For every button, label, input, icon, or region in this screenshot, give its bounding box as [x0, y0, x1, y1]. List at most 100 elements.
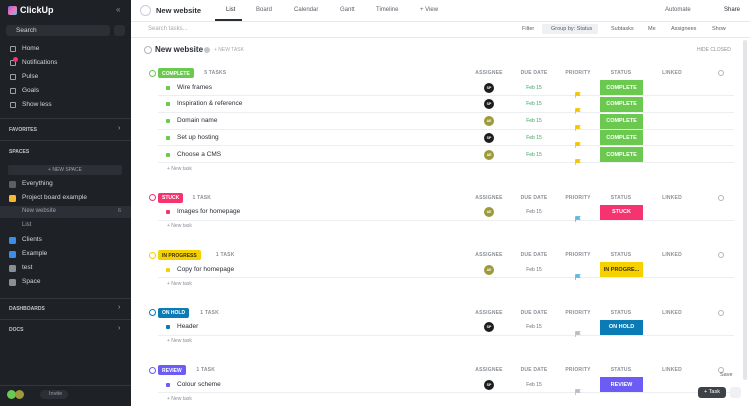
- add-task-link[interactable]: + New task: [167, 338, 192, 345]
- add-column[interactable]: [718, 309, 724, 316]
- task-name[interactable]: Domain name: [177, 117, 218, 125]
- nav-item[interactable]: Show less: [22, 101, 52, 108]
- add-task-link[interactable]: + New task: [167, 280, 192, 287]
- invite-button[interactable]: [40, 390, 68, 399]
- due-date[interactable]: Feb 15: [526, 84, 542, 91]
- column-header[interactable]: PRIORITY: [565, 367, 591, 374]
- status-label[interactable]: COMPLETE: [606, 134, 637, 141]
- status-label[interactable]: COMPLETE: [606, 151, 637, 158]
- status-cell[interactable]: [600, 130, 643, 146]
- column-header[interactable]: ASSIGNEE: [475, 367, 503, 374]
- section-label[interactable]: SPACES: [9, 149, 30, 155]
- due-date[interactable]: Feb 15: [526, 266, 542, 273]
- assignee-avatar[interactable]: SP: [484, 82, 494, 93]
- status-cell[interactable]: [600, 147, 643, 163]
- subtasks-button[interactable]: Subtasks: [611, 26, 634, 32]
- add-column[interactable]: [718, 367, 724, 374]
- apps-button[interactable]: [730, 387, 741, 398]
- due-date[interactable]: Feb 15: [526, 151, 542, 158]
- status-label[interactable]: REVIEW: [610, 381, 633, 388]
- task-row[interactable]: [158, 96, 734, 113]
- add-column[interactable]: [718, 252, 724, 259]
- space-item[interactable]: Clients: [22, 236, 42, 243]
- column-header[interactable]: ASSIGNEE: [475, 252, 503, 259]
- column-header[interactable]: STATUS: [610, 70, 632, 76]
- nav-item[interactable]: Notifications: [22, 59, 58, 66]
- column-header[interactable]: DUE DATE: [520, 309, 548, 316]
- assignee-avatar[interactable]: AE: [484, 149, 494, 160]
- group-by-button[interactable]: Group by: Status: [551, 26, 593, 32]
- task-name[interactable]: Wire frames: [177, 83, 213, 91]
- task-fab-label[interactable]: + Task: [704, 389, 720, 395]
- task-search[interactable]: Search tasks...: [148, 26, 188, 32]
- nav-item[interactable]: Pulse: [22, 73, 39, 80]
- group-toggle[interactable]: [149, 366, 156, 374]
- status-label[interactable]: COMPLETE: [606, 118, 637, 125]
- task-name[interactable]: Choose a CMS: [177, 150, 222, 158]
- space-item[interactable]: Space: [22, 278, 41, 285]
- status-label[interactable]: STUCK: [612, 209, 631, 216]
- column-header[interactable]: DUE DATE: [520, 252, 548, 259]
- nav-item[interactable]: Home: [22, 45, 40, 52]
- space-item[interactable]: Example: [22, 250, 48, 257]
- group-toggle[interactable]: [149, 194, 156, 202]
- avatar[interactable]: [7, 390, 16, 399]
- status-cell[interactable]: [600, 204, 643, 220]
- due-date[interactable]: Feb 15: [526, 101, 542, 108]
- column-header[interactable]: DUE DATE: [520, 367, 548, 374]
- task-name[interactable]: Copy for homepage: [177, 265, 235, 273]
- search-label[interactable]: Search: [16, 27, 37, 34]
- column-header[interactable]: STATUS: [610, 194, 632, 201]
- task-name[interactable]: Set up hosting: [177, 133, 219, 141]
- assignee-avatar[interactable]: SP: [484, 99, 494, 110]
- space-item[interactable]: New website: [22, 208, 57, 214]
- view-tab[interactable]: Gantt: [340, 7, 355, 13]
- column-header[interactable]: PRIORITY: [565, 194, 591, 201]
- status-label[interactable]: COMPLETE: [606, 101, 637, 108]
- task-name[interactable]: Inspiration & reference: [177, 100, 243, 108]
- column-header[interactable]: STATUS: [610, 367, 632, 374]
- group-toggle[interactable]: [149, 309, 156, 317]
- task-name[interactable]: Images for homepage: [177, 208, 241, 216]
- section-label[interactable]: DASHBOARDS: [9, 306, 45, 312]
- status-cell[interactable]: [600, 377, 643, 393]
- invite-label[interactable]: Invite: [49, 391, 63, 397]
- add-task-link[interactable]: + New task: [167, 165, 192, 172]
- status-label[interactable]: COMPLETE: [606, 84, 637, 91]
- assignee-avatar[interactable]: SP: [484, 322, 494, 333]
- due-date[interactable]: Feb 15: [526, 118, 542, 125]
- task-row[interactable]: [158, 80, 734, 96]
- save-label[interactable]: Save: [720, 372, 733, 378]
- column-header[interactable]: ASSIGNEE: [475, 309, 503, 316]
- section-label[interactable]: DOCS: [9, 327, 24, 333]
- nav-item[interactable]: Goals: [22, 87, 39, 94]
- space-item[interactable]: Project board example: [22, 194, 88, 201]
- add-task-link[interactable]: + New task: [167, 223, 192, 230]
- task-row[interactable]: [158, 262, 734, 279]
- hide-closed-button[interactable]: HIDE CLOSED: [697, 47, 731, 53]
- column-header[interactable]: PRIORITY: [565, 309, 591, 316]
- section-label[interactable]: FAVORITES: [9, 127, 37, 133]
- view-tab[interactable]: List: [226, 7, 236, 13]
- priority-flag[interactable]: [575, 135, 581, 148]
- column-header[interactable]: LINKED: [662, 367, 682, 374]
- priority-flag[interactable]: [575, 382, 581, 395]
- automate-button[interactable]: Automate: [665, 7, 691, 13]
- status-label[interactable]: IN PROGRE...: [603, 266, 640, 273]
- task-row[interactable]: [158, 377, 734, 394]
- assignee-avatar[interactable]: AE: [484, 116, 494, 127]
- task-row[interactable]: [158, 147, 734, 164]
- space-item[interactable]: Everything: [22, 180, 53, 187]
- priority-flag[interactable]: [575, 267, 581, 280]
- task-row[interactable]: [158, 130, 734, 147]
- priority-flag[interactable]: [575, 209, 581, 223]
- column-header[interactable]: LINKED: [662, 252, 682, 259]
- assignee-avatar[interactable]: SP: [484, 379, 494, 390]
- view-tab[interactable]: Calendar: [294, 7, 319, 13]
- new-space-label[interactable]: + NEW SPACE: [48, 167, 82, 173]
- assignee-avatar[interactable]: SP: [484, 132, 494, 143]
- due-date[interactable]: Feb 15: [526, 381, 542, 388]
- due-date[interactable]: Feb 15: [526, 209, 542, 216]
- priority-flag[interactable]: [575, 85, 581, 98]
- task-name[interactable]: Header: [177, 323, 199, 331]
